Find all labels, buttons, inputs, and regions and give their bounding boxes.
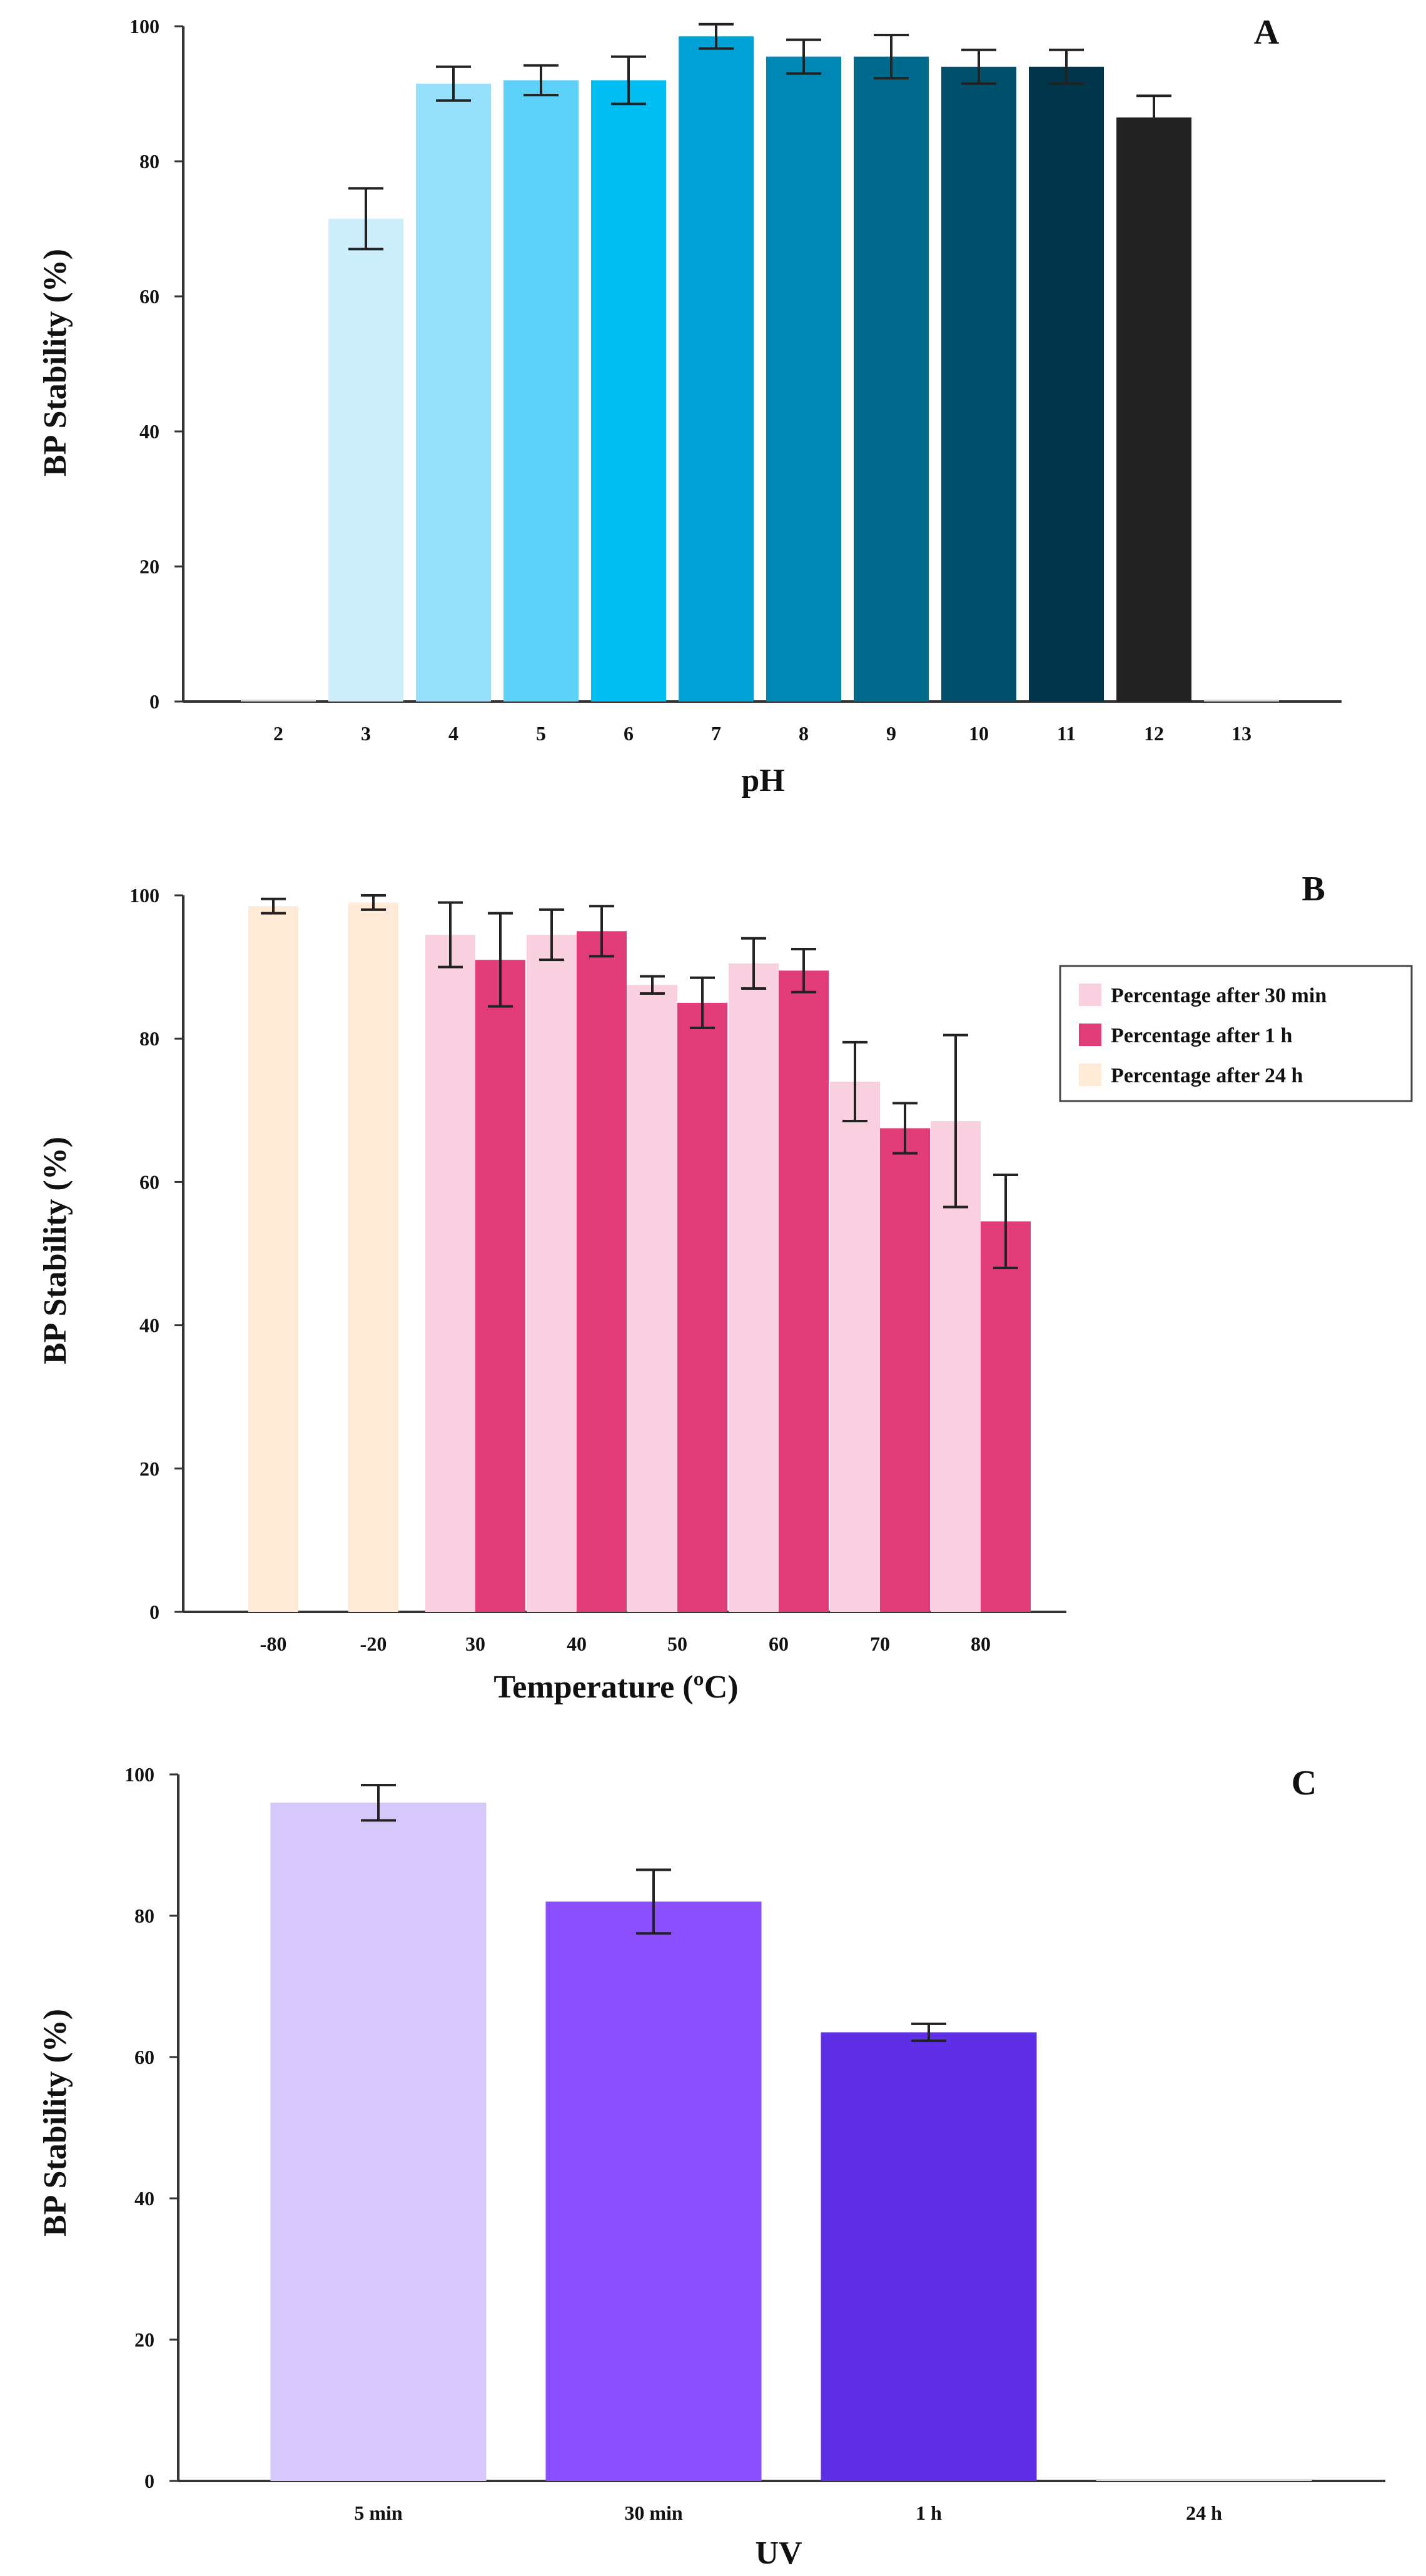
panel-a-x-tick-label-8: 8 xyxy=(799,722,809,745)
panel-a-bar-11 xyxy=(1029,66,1104,702)
panel-a-bar-13 xyxy=(1204,700,1279,702)
panel-b-y-tick-label-40: 40 xyxy=(139,1314,159,1337)
panel-c-y-axis-title: BP Stability (%) xyxy=(38,2009,73,2236)
panel-a-bar-7 xyxy=(679,36,754,702)
panel-c-y-tick-label-20: 20 xyxy=(134,2328,154,2351)
panel-b-x-tick-label-60: 60 xyxy=(769,1633,789,1655)
panel-b-bar-30min-70 xyxy=(830,1081,880,1612)
panel-a-y-tick-label-60: 60 xyxy=(139,285,159,308)
panel-a-x-axis-title: pH xyxy=(741,763,784,798)
panel-b-legend: Percentage after 30 min Percentage after… xyxy=(1059,965,1413,1102)
panel-b-y-tick-label-80: 80 xyxy=(139,1027,159,1050)
panel-b-bar-1h-60 xyxy=(779,970,829,1612)
panel-a-bar-10 xyxy=(941,66,1016,702)
panel-b-x-tick-label-30: 30 xyxy=(465,1633,485,1655)
panel-b-x-tick-label-70: 70 xyxy=(870,1633,890,1655)
panel-c-y-tick-label-40: 40 xyxy=(134,2187,154,2210)
panel-c-y-tick-label-80: 80 xyxy=(134,1904,154,1927)
panel-a-chart: A BP Stability (%) pH 0 20 40 60 80 100 2 3 4 5 6 7… xyxy=(38,13,1342,798)
panel-a-y-tick-label-0: 0 xyxy=(149,690,159,713)
panel-b-bar-30min-60 xyxy=(729,963,779,1612)
legend-swatch-30-min xyxy=(1079,984,1101,1006)
panel-a-x-tick-label-7: 7 xyxy=(711,722,721,745)
panel-c-y-tick-label-100: 100 xyxy=(124,1763,154,1786)
panel-b-bar-1h-40 xyxy=(577,931,627,1612)
panel-a-bar-4 xyxy=(416,83,491,702)
legend-swatch-24-h xyxy=(1079,1064,1101,1086)
panel-b-label: B xyxy=(1302,870,1325,908)
panel-b-bar-24h-20 xyxy=(348,902,398,1612)
panel-b-bar-30min-50 xyxy=(627,985,677,1612)
panel-b-chart: B BP Stability (%) Temperature (ºC) Perc… xyxy=(38,870,1413,1705)
panel-a-y-tick-label-80: 80 xyxy=(139,150,159,173)
legend-box xyxy=(1059,965,1413,1102)
panel-b-x-tick-label-80: 80 xyxy=(971,1633,991,1655)
panel-b-y-tick-label-0: 0 xyxy=(149,1601,159,1623)
panel-a-bar-9 xyxy=(854,56,929,702)
panel-b-bar-1h-50 xyxy=(677,1002,727,1612)
panel-a-x-tick-label-4: 4 xyxy=(448,722,458,745)
panel-a-bar-8 xyxy=(766,56,841,702)
panel-a-y-axis-title: BP Stability (%) xyxy=(38,249,73,476)
legend-swatch-1-h xyxy=(1079,1024,1101,1046)
panel-a-y-tick-label-20: 20 xyxy=(139,555,159,578)
panel-b-bar-1h-30 xyxy=(475,960,525,1612)
panel-b-bar-30min-40 xyxy=(527,935,577,1612)
panel-b-bar-30min-30 xyxy=(425,935,475,1612)
panel-a-bar-5 xyxy=(503,80,579,702)
panel-c-x-tick-label-1-h: 1 h xyxy=(916,2502,942,2524)
panel-a-x-tick-label-5: 5 xyxy=(536,722,546,745)
legend-label-30-min: Percentage after 30 min xyxy=(1111,984,1327,1007)
panel-a-x-tick-label-6: 6 xyxy=(624,722,634,745)
panel-b-x-tick-label-50: 50 xyxy=(667,1633,687,1655)
panel-a-x-tick-label-2: 2 xyxy=(273,722,283,745)
panel-b-bar-1h-80 xyxy=(981,1221,1031,1612)
panel-a-x-tick-label-10: 10 xyxy=(969,722,989,745)
panel-b-y-tick-label-100: 100 xyxy=(129,884,159,907)
panel-a-x-tick-label-3: 3 xyxy=(361,722,371,745)
panel-b-x-tick-label-40: 40 xyxy=(567,1633,587,1655)
panel-b-x-axis-title: Temperature (ºC) xyxy=(493,1669,738,1705)
panel-a-x-tick-label-9: 9 xyxy=(886,722,896,745)
panel-c-y-tick-label-60: 60 xyxy=(134,2046,154,2068)
panel-c-bar-5-min xyxy=(270,1803,487,2481)
panel-a-label: A xyxy=(1254,13,1280,52)
panel-c-bar-1-h xyxy=(821,2032,1037,2481)
panel-b-bar-1h-70 xyxy=(880,1128,930,1612)
panel-c-y-tick-label-0: 0 xyxy=(144,2470,154,2492)
panel-c-label: C xyxy=(1292,1764,1317,1803)
panel-a-bar-12 xyxy=(1116,117,1191,702)
legend-label-24-h: Percentage after 24 h xyxy=(1111,1064,1303,1087)
panel-b-y-axis-title: BP Stability (%) xyxy=(38,1137,73,1364)
panel-c-x-tick-label-5-min: 5 min xyxy=(354,2502,403,2524)
panel-b-bar-24h-80 xyxy=(248,906,298,1612)
panel-b-y-tick-label-60: 60 xyxy=(139,1170,159,1193)
panel-b-y-tick-label-20: 20 xyxy=(139,1457,159,1480)
panel-c-x-tick-label-24-h: 24 h xyxy=(1186,2502,1222,2524)
panel-c-x-axis-title: UV xyxy=(755,2535,802,2571)
panel-c-chart: C BP Stability (%) UV 0 20 40 60 80 100 5 min 3… xyxy=(38,1763,1385,2571)
panel-b-x-tick-label-20: -20 xyxy=(360,1633,387,1655)
panel-c-bar-24-h xyxy=(1096,2479,1312,2481)
panel-a-x-tick-label-13: 13 xyxy=(1231,722,1252,745)
panel-c-x-tick-label-30-min: 30 min xyxy=(624,2502,683,2524)
panel-a-bar-3 xyxy=(328,218,403,702)
panel-a-bar-2 xyxy=(241,700,316,702)
panel-a-y-tick-label-100: 100 xyxy=(129,15,159,38)
panel-a-bar-6 xyxy=(591,80,666,702)
panel-b-x-tick-label-80: -80 xyxy=(260,1633,287,1655)
legend-label-1-h: Percentage after 1 h xyxy=(1111,1024,1293,1047)
panel-c-bar-30-min xyxy=(545,1901,762,2481)
panel-a-y-tick-label-40: 40 xyxy=(139,420,159,443)
panel-a-x-tick-label-12: 12 xyxy=(1144,722,1164,745)
panel-a-x-tick-label-11: 11 xyxy=(1057,722,1076,745)
